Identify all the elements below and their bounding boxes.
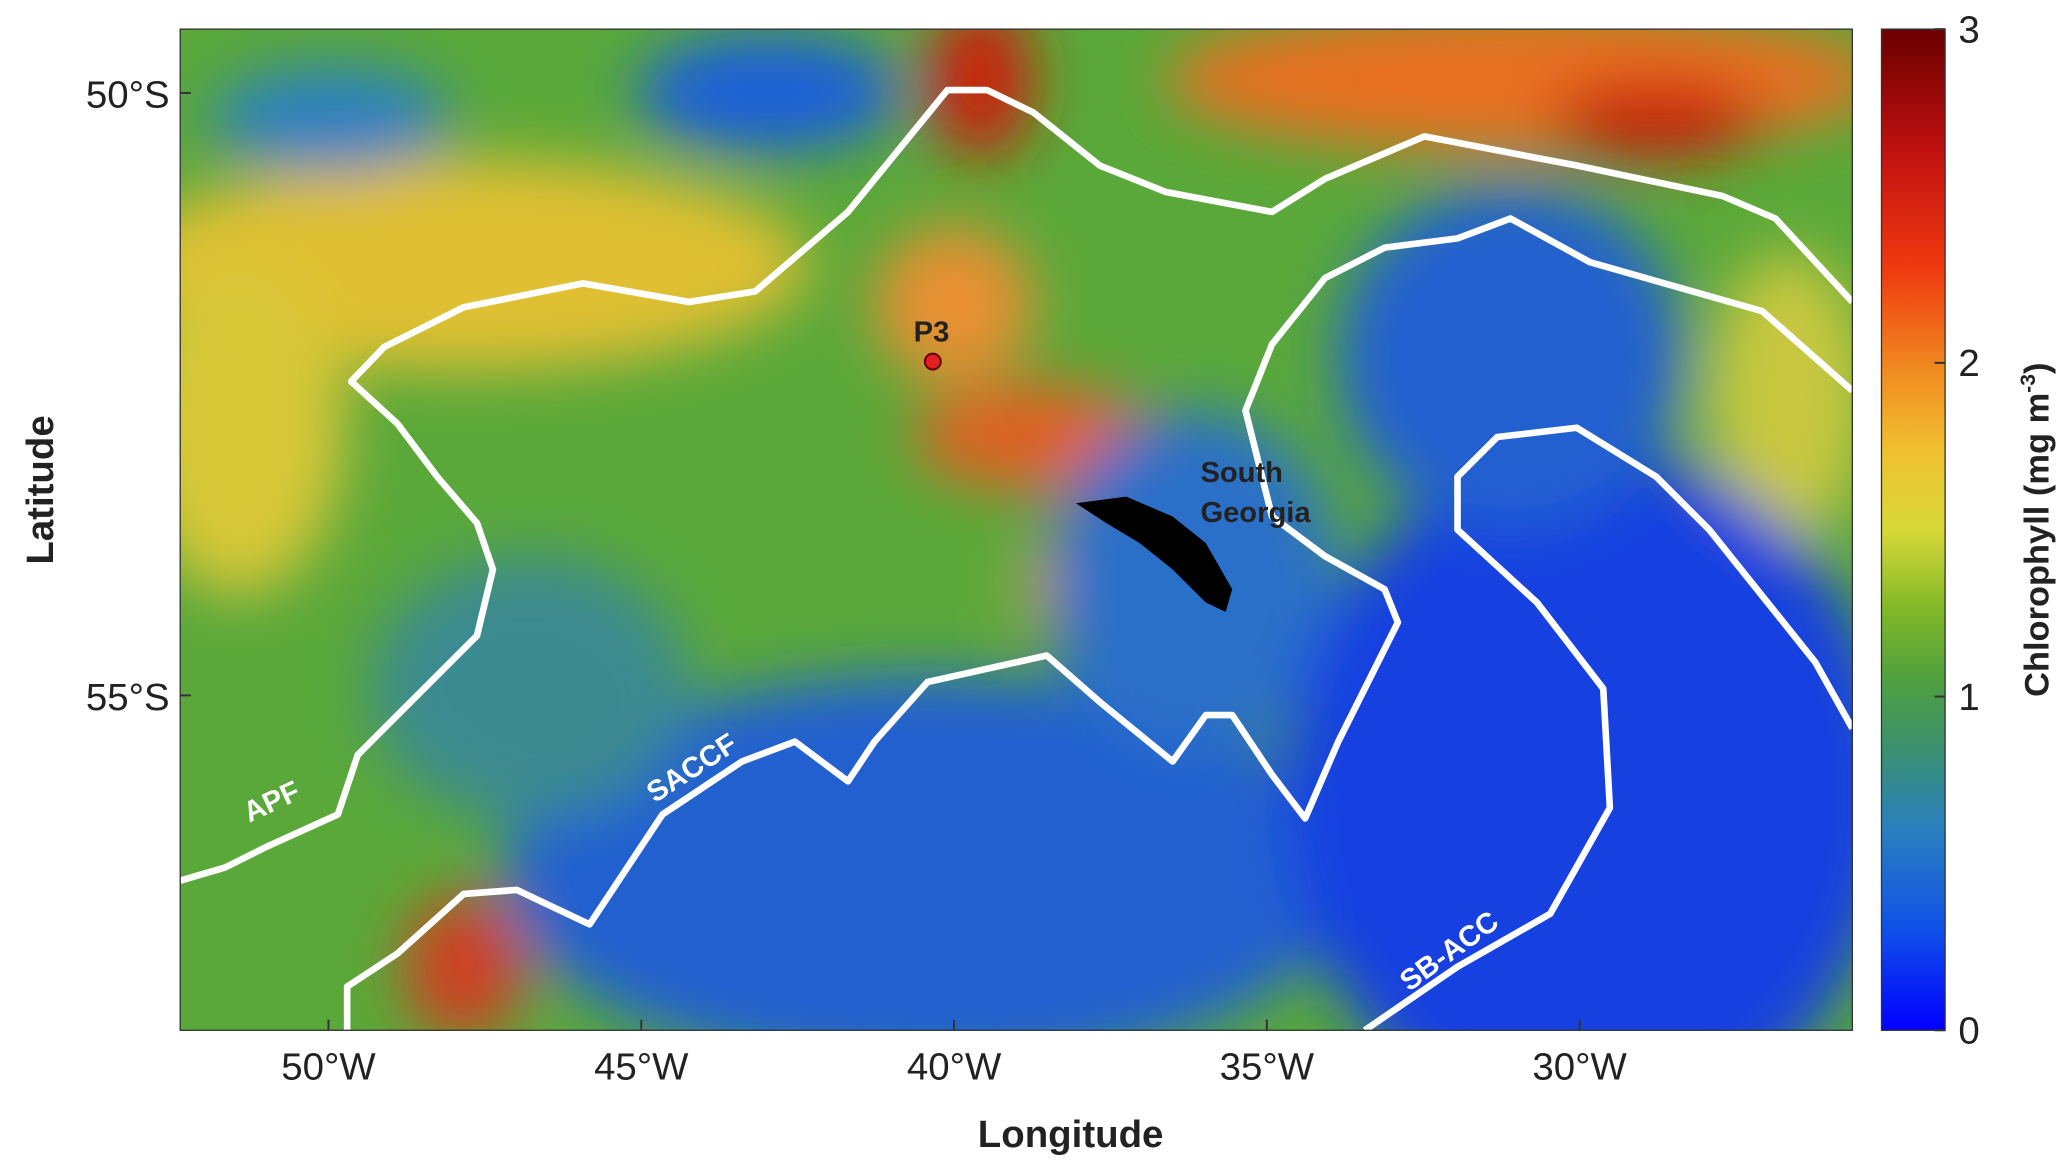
colorbar-label-text: Chlorophyll (mg m <box>2018 393 2056 697</box>
colorbar <box>1880 28 1946 1031</box>
front-line <box>1362 424 1853 1031</box>
colorbar-label-text: ) <box>2018 363 2056 374</box>
island <box>1075 496 1233 612</box>
island-label-line: Georgia <box>1200 497 1311 529</box>
chlorophyll-field <box>180 29 1853 1031</box>
map-frame <box>179 28 1854 1031</box>
y-tick-label: 55°S <box>86 676 170 719</box>
x-tick-label: 40°W <box>907 1045 1002 1088</box>
island-label: South Georgia <box>1200 457 1311 529</box>
station-label: P3 <box>914 317 950 349</box>
front-line <box>180 86 1853 884</box>
colorbar-label-superscript: -3 <box>2017 374 2040 393</box>
colorbar-tick-label: 0 <box>1958 1010 1979 1053</box>
colorbar-tick-label: 1 <box>1958 676 1979 719</box>
colorbar-label: Chlorophyll (mg m-3) <box>2017 363 2056 697</box>
x-tick-label: 45°W <box>594 1045 689 1088</box>
y-axis-label: Latitude <box>19 415 62 564</box>
y-tick-label: 50°S <box>86 74 170 117</box>
x-tick-label: 35°W <box>1220 1045 1315 1088</box>
x-tick-label: 50°W <box>281 1045 376 1088</box>
x-tick-label: 30°W <box>1532 1045 1627 1088</box>
colorbar-tick-label: 3 <box>1958 8 1979 51</box>
island-label-line: South <box>1200 457 1283 489</box>
x-axis-label: Longitude <box>978 1113 1164 1156</box>
front-line <box>343 215 1853 1031</box>
station-marker <box>923 352 942 371</box>
colorbar-tick-label: 2 <box>1958 342 1979 385</box>
